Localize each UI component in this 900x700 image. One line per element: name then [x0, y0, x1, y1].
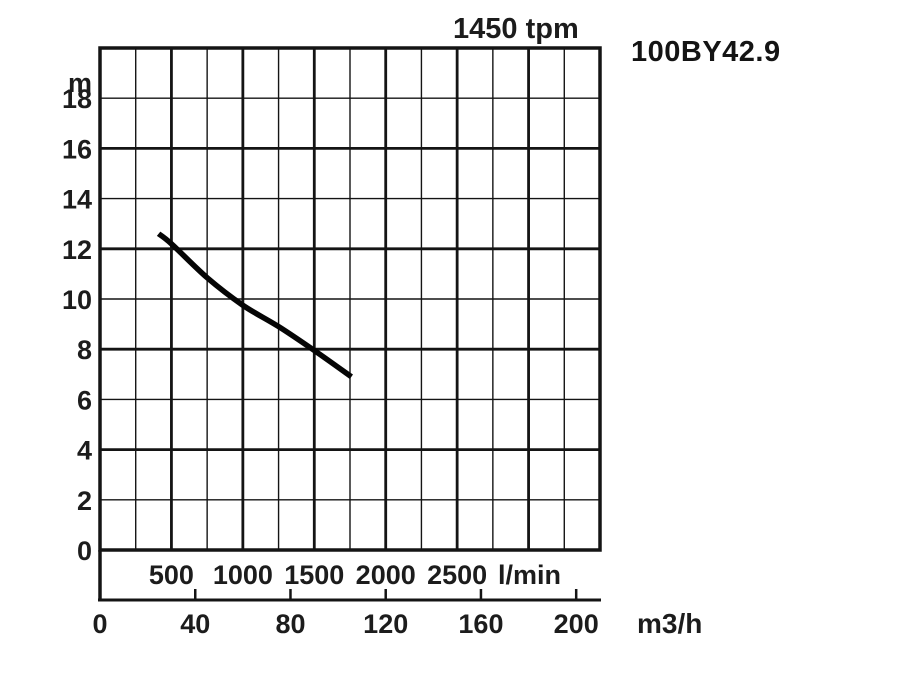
x-tick-label-lmin: 500	[149, 560, 194, 590]
y-tick-label: 8	[77, 335, 92, 365]
plot-border	[98, 46, 602, 552]
y-tick-label: 2	[77, 486, 92, 516]
y-tick-label: 4	[77, 436, 92, 466]
pump-model-label: 100BY42.9	[631, 36, 781, 68]
x-tick-label-m3h: 200	[554, 609, 599, 639]
y-tick-label: 6	[77, 385, 92, 415]
y-tick-label: 12	[62, 235, 92, 265]
y-tick-label: 14	[62, 185, 92, 215]
y-axis-unit: m	[68, 68, 92, 98]
x-tick-label-m3h: 40	[180, 609, 210, 639]
x-tick-label-lmin: 1000	[213, 560, 273, 590]
x-tick-label-m3h: 120	[363, 609, 408, 639]
y-tick-label: 10	[62, 285, 92, 315]
x-tick-label-m3h: 0	[92, 609, 107, 639]
pump-head-curve	[156, 231, 353, 380]
chart-title: 1450 tpm	[453, 13, 579, 45]
x-tick-label-lmin: 2000	[356, 560, 416, 590]
x-tick-label-m3h: 160	[458, 609, 503, 639]
x-tick-label-lmin: 2500	[427, 560, 487, 590]
y-tick-label: 18	[62, 84, 92, 114]
y-tick-label: 0	[77, 536, 92, 566]
x-axis-unit-m3h: m3/h	[637, 608, 702, 639]
x-tick-label-m3h: 80	[275, 609, 305, 639]
x-tick-label-lmin: 1500	[284, 560, 344, 590]
x-axis-unit-lmin: l/min	[498, 560, 561, 590]
y-tick-label: 16	[62, 134, 92, 164]
